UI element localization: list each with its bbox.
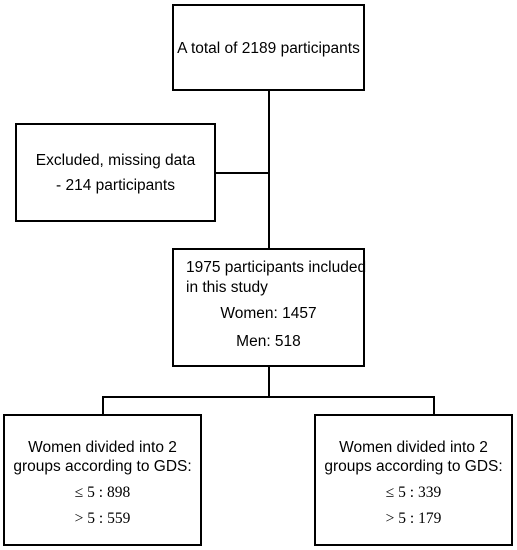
- left-group-box: Women divided into 2 groups according to…: [3, 414, 202, 546]
- connector-top-to-included: [268, 89, 270, 250]
- left-group-high-gds: > 5 : 559: [74, 510, 131, 527]
- right-group-title-line2: groups according to GDS:: [324, 458, 503, 475]
- included-study-label: in this study: [186, 279, 268, 296]
- left-group-title-line1: Women divided into 2: [28, 439, 177, 456]
- connector-horizontal-split: [102, 396, 435, 398]
- connector-to-right-group: [433, 396, 435, 416]
- included-box: 1975 participants included in this study…: [172, 248, 367, 367]
- included-men-count: Men: 518: [236, 333, 301, 350]
- excluded-label: Excluded, missing data: [35, 152, 196, 169]
- connector-included-down: [268, 365, 270, 398]
- right-group-box: Women divided into 2 groups according to…: [314, 414, 513, 546]
- included-women-count: Women: 1457: [220, 305, 317, 322]
- left-group-title-line2: groups according to GDS:: [13, 458, 192, 475]
- right-group-low-gds: ≤ 5 : 339: [385, 484, 442, 501]
- total-participants-label: A total of 2189 participants: [177, 40, 360, 57]
- excluded-box: Excluded, missing data - 214 participant…: [15, 123, 216, 222]
- connector-to-left-group: [102, 396, 104, 416]
- total-participants-box: A total of 2189 participants: [172, 4, 365, 91]
- right-group-title-line1: Women divided into 2: [339, 439, 488, 456]
- connector-to-excluded: [214, 172, 270, 174]
- left-group-low-gds: ≤ 5 : 898: [74, 484, 131, 501]
- right-group-high-gds: > 5 : 179: [385, 510, 442, 527]
- excluded-count: - 214 participants: [56, 177, 175, 194]
- included-count: 1975 participants included: [186, 259, 367, 276]
